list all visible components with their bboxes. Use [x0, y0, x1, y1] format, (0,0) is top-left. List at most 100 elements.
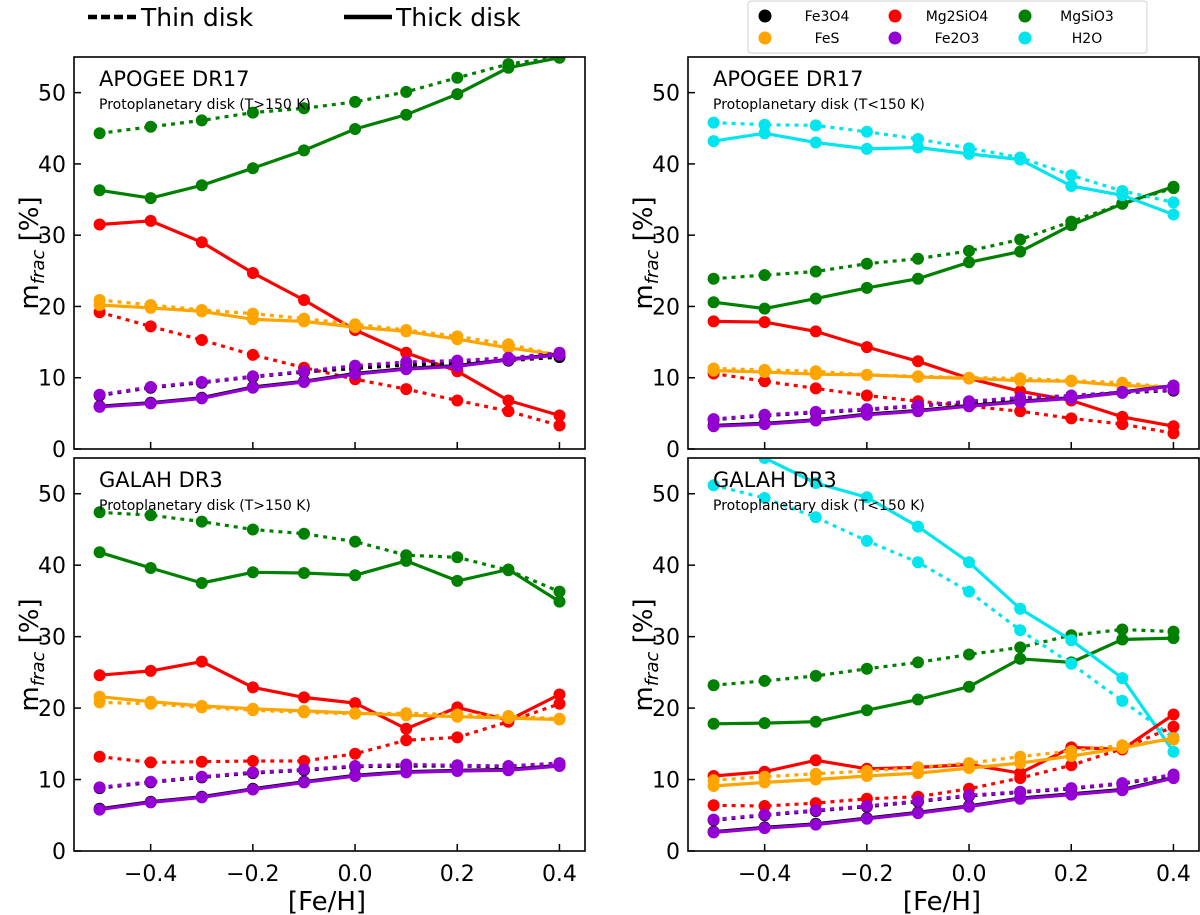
point-mg2sio4-thick [912, 355, 924, 368]
series-line-mgsio3-thick [713, 636, 1174, 726]
point-mg2sio4-thick [144, 214, 157, 227]
y-tick-label: 10 [38, 769, 66, 794]
point-mg2sio4-thick [246, 681, 259, 694]
point-mgsio3-thick [860, 281, 873, 294]
y-tick-label: 50 [38, 483, 66, 508]
point-fe2o3-thick [1014, 792, 1027, 805]
point-fes-thick [912, 767, 924, 780]
point-fe2o3-thin [93, 388, 106, 401]
point-mgsio3-thick [93, 184, 106, 197]
point-fe2o3-thick [1014, 396, 1027, 408]
point-mgsio3-thick [553, 595, 566, 608]
y-axis-label-top-right: mfrac [%] [629, 196, 663, 309]
y-tick-label: 20 [652, 697, 680, 722]
point-fe2o3-thin [298, 365, 310, 378]
point-h2o-thin [1065, 169, 1078, 182]
point-mg2sio4-thick [195, 655, 208, 668]
point-mgsio3-thick [1167, 632, 1180, 645]
point-fes-thick [195, 305, 208, 318]
point-fes-thick [298, 315, 310, 328]
point-fe2o3-thick [298, 376, 310, 388]
point-mgsio3-thick [400, 554, 413, 567]
point-fe2o3-thin [195, 376, 208, 388]
point-mg2sio4-thin [1167, 720, 1180, 733]
point-mg2sio4-thin [349, 747, 362, 760]
point-mg2sio4-thick [707, 315, 720, 328]
point-mgsio3-thick [93, 546, 106, 559]
point-mgsio3-thick [912, 693, 924, 706]
point-fes-thick [144, 301, 157, 314]
point-h2o-thick [1065, 180, 1078, 192]
point-mgsio3-thin [349, 95, 362, 108]
point-mgsio3-thin [1014, 641, 1027, 654]
point-h2o-thin [860, 125, 873, 138]
point-fes-thick [1116, 742, 1129, 755]
series-line-mgsio3-thin [99, 510, 561, 594]
point-mgsio3-thin [246, 523, 259, 536]
point-fes-thick [707, 780, 720, 792]
series-line-h2o-thick [713, 131, 1175, 216]
x-tick-label: 0.0 [338, 862, 373, 887]
point-fes-thick [451, 333, 464, 346]
point-fe2o3-thick [451, 360, 464, 373]
point-fe2o3-thin [809, 405, 822, 418]
series-line-fe2o3-thin [99, 761, 560, 789]
point-fe2o3-thick [144, 796, 157, 809]
point-mgsio3-thick [502, 61, 515, 74]
point-mg2sio4-thin [553, 419, 566, 432]
series-line-mgsio3-thick [99, 550, 561, 603]
point-mgsio3-thin [144, 120, 157, 133]
point-mgsio3-thin [451, 71, 464, 84]
point-mgsio3-thick [349, 123, 362, 135]
point-mgsio3-thin [298, 527, 310, 540]
y-tick-label: 20 [38, 697, 66, 722]
y-axis-label-bottom-left: mfrac [%] [15, 598, 49, 711]
point-mgsio3-thick [758, 717, 771, 730]
point-mg2sio4-thick [1116, 410, 1129, 423]
point-mgsio3-thin [860, 662, 873, 675]
point-fes-thick [349, 707, 362, 720]
point-fes-thick [963, 762, 975, 775]
axes-frame [73, 56, 586, 450]
point-fe2o3-thick [400, 766, 413, 779]
point-mg2sio4-thin [451, 394, 464, 407]
point-fes-thick [400, 325, 413, 338]
point-mgsio3-thick [809, 715, 822, 728]
point-mg2sio4-thin [246, 755, 259, 767]
point-mg2sio4-thin [1065, 412, 1078, 425]
y-axis-label-top-left: mfrac [%] [15, 196, 49, 309]
series-line-mgsio3-thin [99, 57, 560, 135]
point-h2o-thin [758, 492, 771, 504]
point-mg2sio4-thin [298, 755, 310, 767]
panel-subtitle: Protoplanetary disk (T>150 K) [99, 498, 311, 514]
point-fe2o3-thin [144, 775, 157, 788]
series-line-fes-thick [99, 303, 560, 357]
point-fe2o3-thin [349, 760, 362, 772]
point-fe2o3-thin [298, 763, 310, 776]
point-h2o-thin [1167, 196, 1180, 209]
point-mg2sio4-thin [1065, 759, 1078, 772]
point-fes-thick [502, 341, 515, 354]
point-mg2sio4-thick [502, 394, 515, 407]
point-h2o-thick [1116, 672, 1129, 685]
point-mg2sio4-thick [553, 688, 566, 701]
x-tick-label: −0.4 [124, 862, 177, 887]
x-tick-label: 0.4 [542, 862, 577, 887]
point-fe2o3-thick [707, 420, 720, 433]
point-mgsio3-thick [1014, 245, 1027, 258]
y-tick-label: 30 [652, 224, 680, 249]
point-mgsio3-thick [1116, 633, 1129, 646]
legend-marker-fes [758, 31, 772, 45]
point-mg2sio4-thick [93, 669, 106, 682]
series-line-fes-thick [713, 369, 1174, 389]
point-mgsio3-thin [553, 585, 566, 598]
series-line-mgsio3-thin [713, 186, 1174, 281]
legend-marker-mgsio3 [1018, 9, 1032, 23]
point-h2o-thick [809, 477, 822, 489]
point-fes-thick [400, 709, 413, 722]
point-fe2o3-thick [1167, 772, 1180, 785]
point-mgsio3-thin [809, 265, 822, 278]
series-line-fe2o3-thick [99, 353, 560, 409]
x-tick-label: 0.0 [952, 862, 987, 887]
legend-label-fe2o3: Fe2O3 [935, 31, 980, 47]
